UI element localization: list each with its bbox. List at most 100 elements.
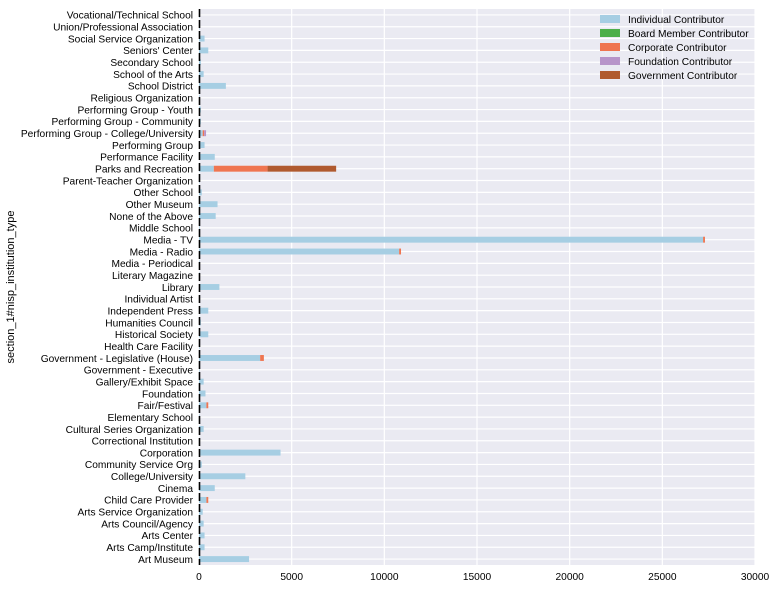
y-tick-label: Foundation [142,389,193,400]
bar-segment [199,378,204,385]
x-tick-label: 30000 [741,572,770,583]
y-tick-label: Other Museum [126,200,193,211]
y-tick-label: Other School [134,188,193,199]
y-tick-label: Middle School [129,224,193,235]
y-tick-label: Library [162,283,194,294]
bar-segment [204,130,207,137]
bar-segment [703,236,705,243]
y-tick-label: Media - Periodical [111,259,193,270]
y-tick-label: School District [128,82,193,93]
bar-segment [199,461,202,468]
y-tick-label: Individual Artist [124,295,193,306]
y-tick-label: Historical Society [115,330,194,341]
y-tick-label: Government - Executive [84,366,194,377]
legend-swatch [600,15,620,23]
y-tick-label: Literary Magazine [112,271,193,282]
bar-segment [199,130,203,137]
y-tick-label: Health Care Facility [104,342,194,353]
y-tick-label: Humanities Council [105,318,193,329]
bar-segment [199,47,209,54]
y-tick-label: Arts Service Organization [77,508,193,519]
legend-swatch [600,71,620,79]
bar-segment [199,355,261,361]
y-tick-label: Union/Professional Association [53,23,193,34]
bar-segment [199,473,246,480]
y-tick-label: Performance Facility [100,153,194,164]
y-axis-label: section_1#nisp_institution_type [5,211,17,364]
y-tick-label: College/University [111,472,194,483]
bar-segment [199,153,215,160]
y-tick-label: Vocational/Technical School [67,11,193,22]
bar-segment [213,165,268,172]
bar-segment [199,165,214,172]
y-tick-label: Secondary School [110,58,193,69]
x-tick-label: 0 [196,572,202,583]
bar-segment [267,165,337,172]
bar-segment [199,201,218,208]
bar-segment [199,82,226,89]
bar-segment [199,236,704,243]
legend-label: Individual Contributor [628,15,725,26]
bar-segment [202,130,205,137]
y-tick-label: Government - Legislative (House) [41,354,193,365]
bar-segment [199,71,204,78]
y-tick-label: Performing Group - College/University [21,129,194,140]
legend-label: Board Member Contributor [628,29,749,40]
bar-segment [199,307,209,314]
bar-segment [199,189,202,196]
legend-label: Government Contributor [628,71,738,82]
bar-segment [260,355,264,361]
bar-segment [199,485,215,492]
y-tick-label: Elementary School [107,413,193,424]
x-tick-label: 5000 [280,572,303,583]
legend: Individual Contributor Board Member Contr… [600,15,749,82]
bar-segment [199,366,200,373]
bar-segment [206,496,209,503]
x-tick-label: 20000 [555,572,584,583]
bars [199,11,705,563]
y-tick-label: None of the Above [109,212,193,223]
y-tick-label: Correctional Institution [92,437,193,448]
y-tick-label: Media - TV [143,235,193,246]
bar-segment [199,284,220,290]
y-tick-label: Child Care Provider [104,496,193,507]
bar-segment [199,402,207,409]
y-tick-label: Religious Organization [91,94,194,105]
y-tick-label: Performing Group [112,141,193,152]
legend-swatch [600,43,620,51]
x-tick-labels: 0 5000 10000 15000 20000 25000 30000 [196,572,769,583]
y-tick-label: Media - Radio [130,247,194,258]
y-tick-label: Social Service Organization [68,34,193,45]
bar-segment [199,248,400,255]
y-tick-label: Gallery/Exhibit Space [96,377,194,388]
x-tick-label: 25000 [648,572,677,583]
y-tick-label: Arts Council/Agency [101,519,194,530]
legend-swatch [600,29,620,37]
legend-swatch [600,57,620,65]
bar-segment [199,449,281,456]
bar-segment [399,248,402,255]
bar-segment [199,508,203,515]
bar-segment [199,213,216,219]
y-tick-label: Performing Group - Youth [77,105,193,116]
y-tick-label: Community Service Org [85,460,193,471]
legend-label: Corporate Contributor [628,43,727,54]
bar-segment [199,496,207,503]
bar-segment [199,142,205,148]
bar-segment [199,520,204,527]
bar-segment [199,426,204,432]
x-tick-label: 10000 [370,572,399,583]
bar-segment [199,224,200,231]
y-tick-label: Performing Group - Community [51,117,193,128]
y-tick-label: Fair/Festival [138,401,193,412]
bar-segment [199,59,201,66]
bar-segment [199,544,205,551]
bar-segment [199,556,250,563]
y-tick-label: School of the Arts [113,70,193,81]
x-tick-label: 15000 [463,572,492,583]
y-tick-label: Cultural Series Organization [66,425,193,436]
y-tick-label: Art Museum [138,555,193,566]
